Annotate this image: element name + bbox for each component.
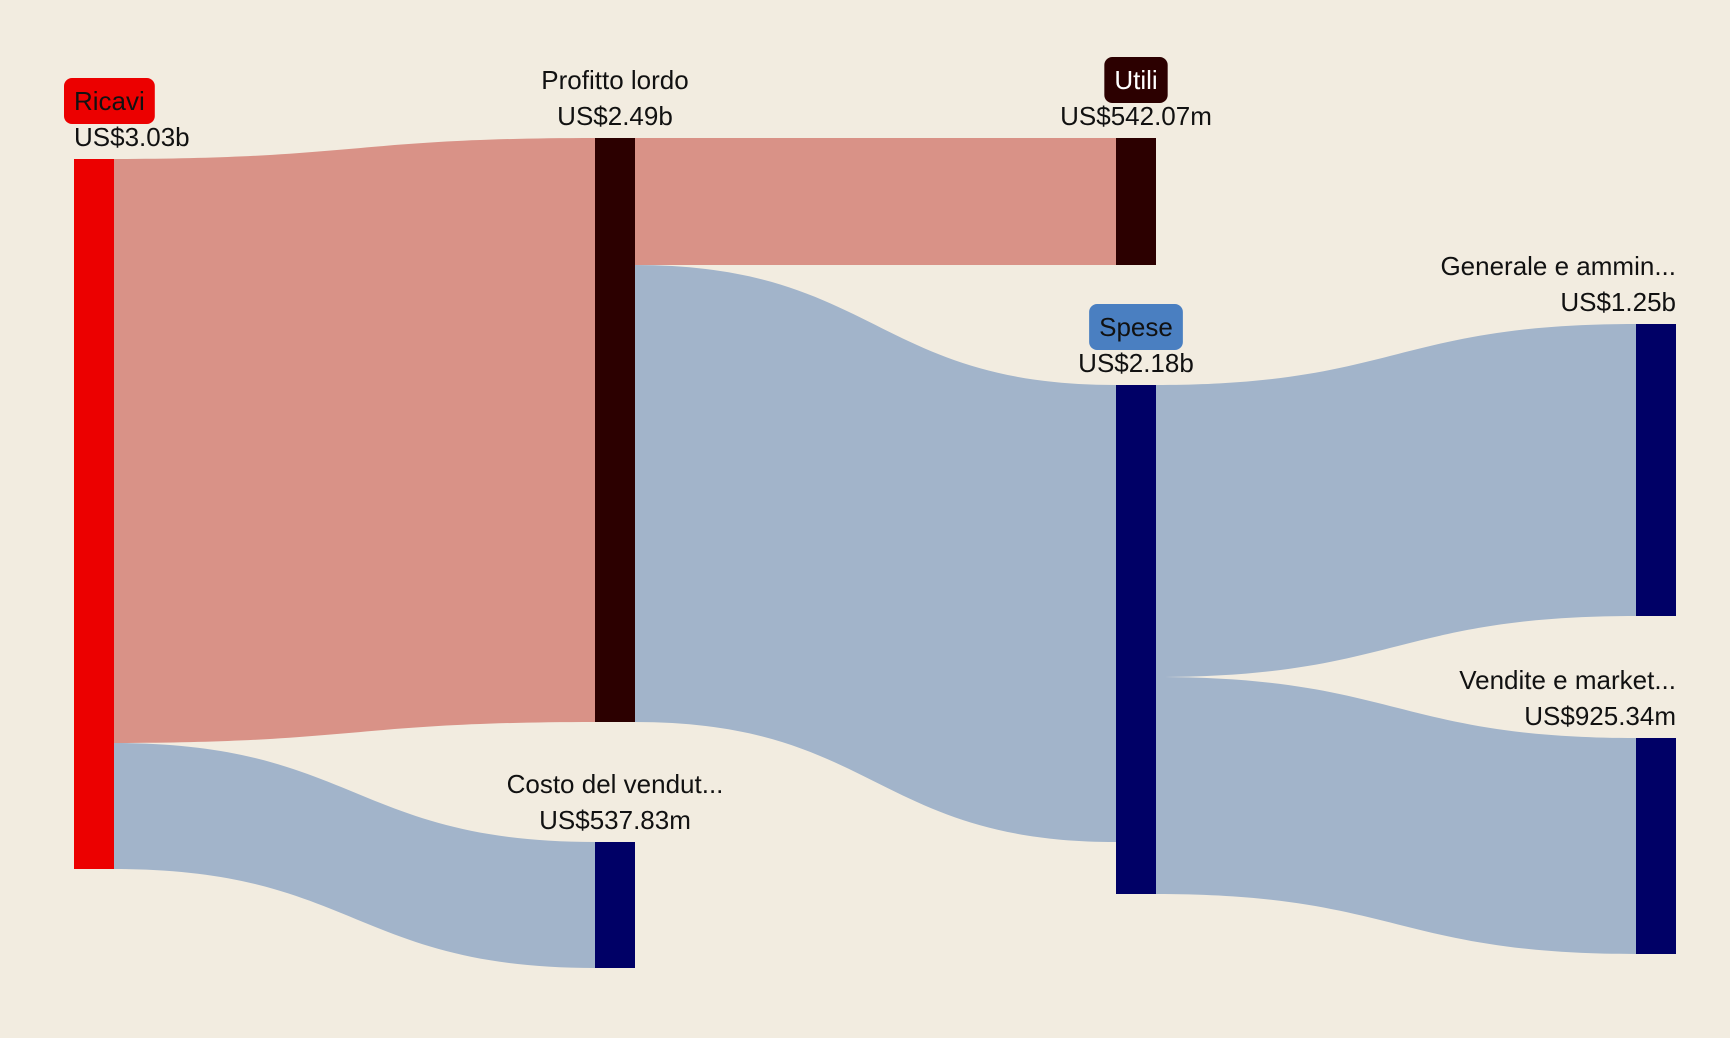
node-label-group-generale: Generale e ammin... US$1.25b bbox=[1440, 251, 1676, 317]
nodes-layer bbox=[74, 138, 1676, 968]
node-bar-vendite bbox=[1636, 738, 1676, 954]
node-label-spese: Spese bbox=[1099, 312, 1173, 342]
links-layer bbox=[114, 138, 1636, 968]
node-value-spese: US$2.18b bbox=[1078, 348, 1194, 378]
labels-layer: Ricavi US$3.03b Profitto lordo US$2.49b Cost… bbox=[64, 57, 1676, 835]
node-bar-ricavi bbox=[74, 159, 114, 869]
link-profitto-to-utili bbox=[635, 138, 1116, 265]
link-ricavi-to-profitto bbox=[114, 138, 595, 743]
node-label-group-spese: Spese US$2.18b bbox=[1078, 304, 1194, 378]
node-label-utili: Utili bbox=[1114, 65, 1157, 95]
node-value-profitto: US$2.49b bbox=[557, 101, 673, 131]
node-label-group-profitto: Profitto lordo US$2.49b bbox=[541, 65, 688, 131]
node-label-costo: Costo del vendut... bbox=[507, 769, 724, 799]
node-label-ricavi: Ricavi bbox=[74, 86, 145, 116]
node-value-generale: US$1.25b bbox=[1560, 287, 1676, 317]
node-bar-profitto bbox=[595, 138, 635, 722]
node-label-generale: Generale e ammin... bbox=[1440, 251, 1676, 281]
node-bar-generale bbox=[1636, 324, 1676, 616]
node-value-vendite: US$925.34m bbox=[1524, 701, 1676, 731]
node-label-group-utili: Utili US$542.07m bbox=[1060, 57, 1212, 131]
node-badge-ricavi bbox=[64, 78, 155, 124]
link-profitto-to-spese bbox=[635, 265, 1116, 842]
node-label-group-vendite: Vendite e market... US$925.34m bbox=[1459, 665, 1676, 731]
node-label-profitto: Profitto lordo bbox=[541, 65, 688, 95]
node-badge-utili bbox=[1104, 57, 1168, 103]
node-label-vendite: Vendite e market... bbox=[1459, 665, 1676, 695]
node-badge-spese bbox=[1089, 304, 1183, 350]
node-bar-utili bbox=[1116, 138, 1156, 265]
node-bar-spese bbox=[1116, 385, 1156, 894]
node-value-ricavi: US$3.03b bbox=[74, 122, 190, 152]
node-label-group-ricavi: Ricavi US$3.03b bbox=[64, 78, 190, 152]
node-value-utili: US$542.07m bbox=[1060, 101, 1212, 131]
link-spese-to-generale bbox=[1156, 324, 1636, 677]
node-label-group-costo: Costo del vendut... US$537.83m bbox=[507, 769, 724, 835]
node-bar-costo bbox=[595, 842, 635, 968]
link-spese-to-vendite bbox=[1156, 677, 1636, 954]
link-ricavi-to-costo bbox=[114, 743, 595, 968]
node-value-costo: US$537.83m bbox=[539, 805, 691, 835]
